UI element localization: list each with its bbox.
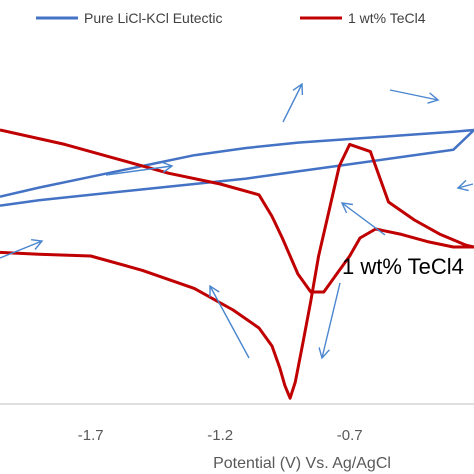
x-tick-label: -1.7 [78,427,104,444]
x-ticks: -1.7 -1.2 -0.7 [78,427,363,444]
legend-label-pure: Pure LiCl-KCl Eutectic [84,10,223,26]
series-line-1 [0,128,474,400]
x-tick-label: -1.2 [207,427,233,444]
x-tick-label: -0.7 [337,427,363,444]
scan-arrow [318,282,341,360]
plot-lines [0,128,474,400]
scan-arrow [282,82,304,123]
scan-arrow [389,89,440,104]
annotation-label: 1 wt% TeCl4 [342,254,464,279]
legend: Pure LiCl-KCl Eutectic 1 wt% TeCl4 [36,10,426,26]
legend-label-tecl4: 1 wt% TeCl4 [348,10,426,26]
scan-arrow [0,239,44,259]
scan-arrow [456,179,474,192]
x-axis-title: Potential (V) Vs. Ag/AgCl [213,455,391,472]
scan-direction-arrows [0,82,474,360]
scan-arrow [209,284,250,359]
scan-arrow [105,161,174,176]
series-line-0 [0,128,474,207]
scan-arrow [340,202,386,236]
